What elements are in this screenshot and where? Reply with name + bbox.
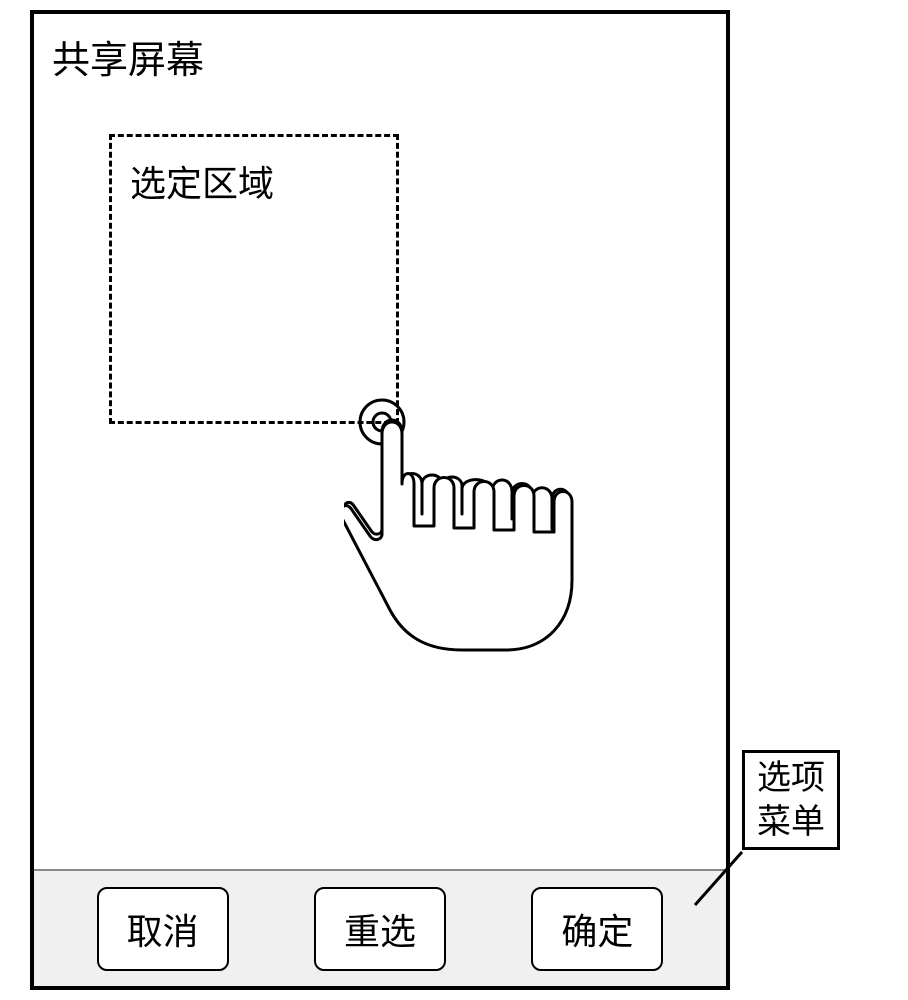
options-menu-callout: 选项 菜单: [742, 750, 840, 850]
cancel-button[interactable]: 取消: [97, 887, 229, 971]
options-menu-callout-label: 选项 菜单: [757, 756, 825, 844]
selection-region[interactable]: 选定区域: [109, 134, 399, 424]
device-frame: 共享屏幕 选定区域 取消 重选 确定: [30, 10, 730, 990]
page-title: 共享屏幕: [52, 29, 204, 84]
reselect-button[interactable]: 重选: [314, 887, 446, 971]
confirm-button[interactable]: 确定: [531, 887, 663, 971]
main-screen-area: 共享屏幕 选定区域: [34, 14, 726, 869]
pointing-hand-icon: [344, 384, 604, 694]
options-menu-bar: 取消 重选 确定: [34, 869, 726, 986]
selection-region-label: 选定区域: [130, 155, 274, 207]
